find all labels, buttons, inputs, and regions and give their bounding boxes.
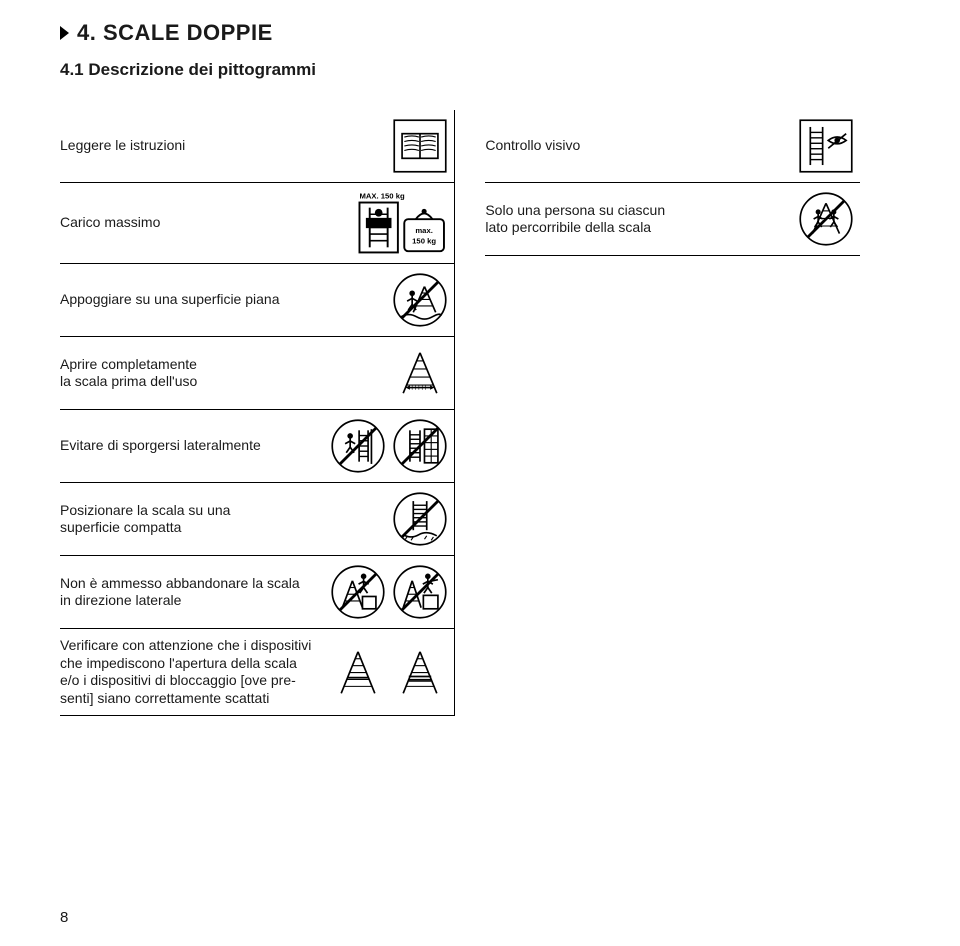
stepoff2-icon — [392, 564, 448, 620]
pictogram-row: Posizionare la scala su una superficie c… — [60, 483, 454, 556]
pictogram-icons — [392, 491, 448, 547]
ladder-softground-icon — [392, 491, 448, 547]
unevenground-icon — [392, 272, 448, 328]
pictogram-label: Carico massimo — [60, 214, 348, 232]
pictogram-row: Carico massimo MAX. 150 kg max. 150 kg — [60, 183, 454, 264]
ladder-eye-icon — [798, 118, 854, 174]
pictogram-icons — [330, 418, 448, 474]
pictogram-icons — [392, 272, 448, 328]
heading-text: 4. SCALE DOPPIE — [77, 20, 273, 46]
pictogram-columns: Leggere le istruzioni Carico massimo MAX… — [60, 110, 860, 716]
pictogram-row: Evitare di sporgersi lateralmente — [60, 410, 454, 483]
pictogram-label: Leggere le istruzioni — [60, 137, 382, 155]
pictogram-icons: MAX. 150 kg max. 150 kg — [358, 191, 448, 255]
pictogram-icons — [798, 118, 854, 174]
aframe-lock2-icon — [392, 644, 448, 700]
ladder-wall-icon — [392, 418, 448, 474]
pictogram-icons — [392, 345, 448, 401]
column-separator — [454, 110, 455, 716]
svg-text:MAX. 150 kg: MAX. 150 kg — [360, 192, 406, 201]
pictogram-label: Posizionare la scala su una superficie c… — [60, 502, 382, 537]
subheading: 4.1 Descrizione dei pittogrammi — [60, 60, 860, 80]
section-heading: 4. SCALE DOPPIE — [60, 20, 860, 46]
page-number: 8 — [60, 909, 68, 926]
pictogram-label: Verificare con attenzione che i disposit… — [60, 637, 320, 707]
pictogram-label: Evitare di sporgersi lateralmente — [60, 437, 320, 455]
pictogram-icons — [330, 644, 448, 700]
right-column: Controllo visivo Solo una persona su cia… — [485, 110, 860, 716]
pictogram-icons — [392, 118, 448, 174]
pictogram-row: Solo una persona su ciascun lato percorr… — [485, 183, 860, 256]
svg-text:150 kg: 150 kg — [413, 236, 437, 245]
pictogram-row: Appoggiare su una superficie piana — [60, 264, 454, 337]
maxload-icon: MAX. 150 kg max. 150 kg — [358, 191, 448, 255]
pictogram-row: Aprire completamente la scala prima dell… — [60, 337, 454, 410]
pictogram-label: Solo una persona su ciascun lato percorr… — [485, 202, 788, 237]
heading-arrow-icon — [60, 26, 69, 40]
aframe-lock1-icon — [330, 644, 386, 700]
twopersons-icon — [798, 191, 854, 247]
leaning-icon — [330, 418, 386, 474]
pictogram-row: Verificare con attenzione che i disposit… — [60, 629, 454, 716]
pictogram-label: Controllo visivo — [485, 137, 788, 155]
aframe-open-icon — [392, 345, 448, 401]
pictogram-row: Leggere le istruzioni — [60, 110, 454, 183]
pictogram-row: Non è ammesso abbandonare la scala in di… — [60, 556, 454, 629]
pictogram-label: Aprire completamente la scala prima dell… — [60, 356, 382, 391]
svg-text:max.: max. — [416, 226, 434, 235]
book-icon — [392, 118, 448, 174]
pictogram-label: Non è ammesso abbandonare la scala in di… — [60, 575, 320, 610]
pictogram-row: Controllo visivo — [485, 110, 860, 183]
pictogram-icons — [330, 564, 448, 620]
pictogram-label: Appoggiare su una superficie piana — [60, 291, 382, 309]
pictogram-icons — [798, 191, 854, 247]
left-column: Leggere le istruzioni Carico massimo MAX… — [60, 110, 454, 716]
stepoff1-icon — [330, 564, 386, 620]
